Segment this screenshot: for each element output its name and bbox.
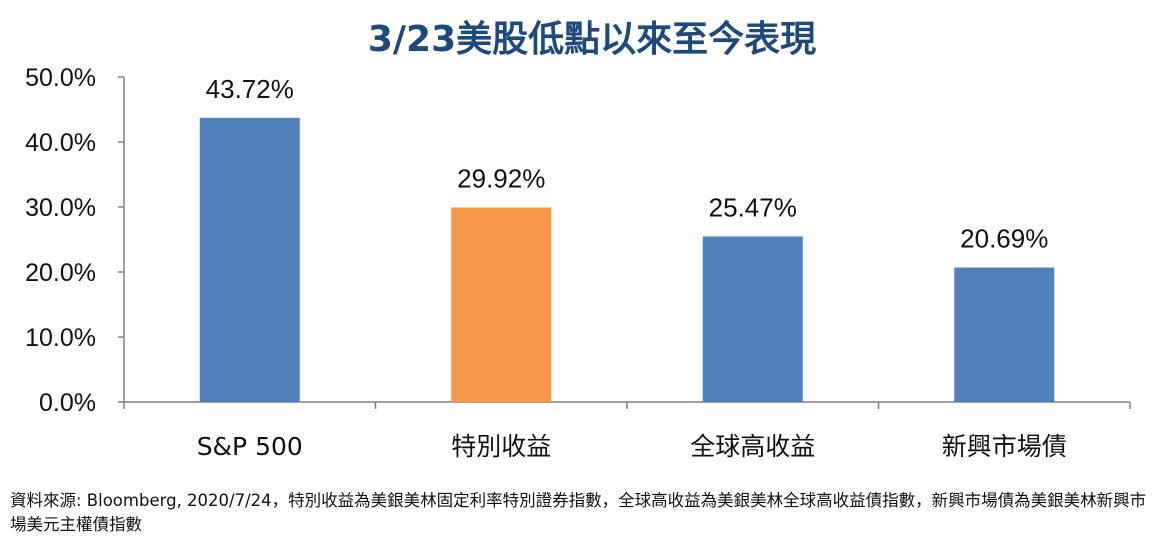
bar xyxy=(451,207,552,402)
data-label: 25.47% xyxy=(709,192,797,222)
bar xyxy=(954,267,1055,402)
y-tick-label: 30.0% xyxy=(25,194,96,222)
source-note: 資料來源: Bloomberg, 2020/7/24，特別收益為美銀美林固定利率… xyxy=(10,491,1147,534)
category-label: 特別收益 xyxy=(451,432,551,461)
y-tick-label: 50.0% xyxy=(25,64,96,92)
category-labels: S&P 500 特別收益 全球高收益 新興市場債 xyxy=(197,432,1067,461)
chart-title: 3/23美股低點以來至今表現 xyxy=(368,19,816,60)
bars xyxy=(199,117,1055,402)
bar xyxy=(702,236,803,402)
y-axis: 0.0% 10.0% 20.0% 30.0% 40.0% 50.0% xyxy=(25,64,125,417)
data-labels: 43.72% 29.92% 25.47% 20.69% xyxy=(206,74,1049,254)
bar xyxy=(199,117,300,402)
x-axis xyxy=(123,401,1131,409)
y-tick-label: 40.0% xyxy=(25,129,96,157)
data-label: 29.92% xyxy=(457,164,545,194)
category-label: 全球高收益 xyxy=(690,432,815,461)
y-tick-label: 0.0% xyxy=(39,389,96,417)
category-label: S&P 500 xyxy=(197,432,303,461)
data-label: 20.69% xyxy=(960,224,1048,254)
category-label: 新興市場債 xyxy=(942,432,1067,461)
y-tick-label: 10.0% xyxy=(25,324,96,352)
data-label: 43.72% xyxy=(206,74,294,104)
y-tick-label: 20.0% xyxy=(25,259,96,287)
